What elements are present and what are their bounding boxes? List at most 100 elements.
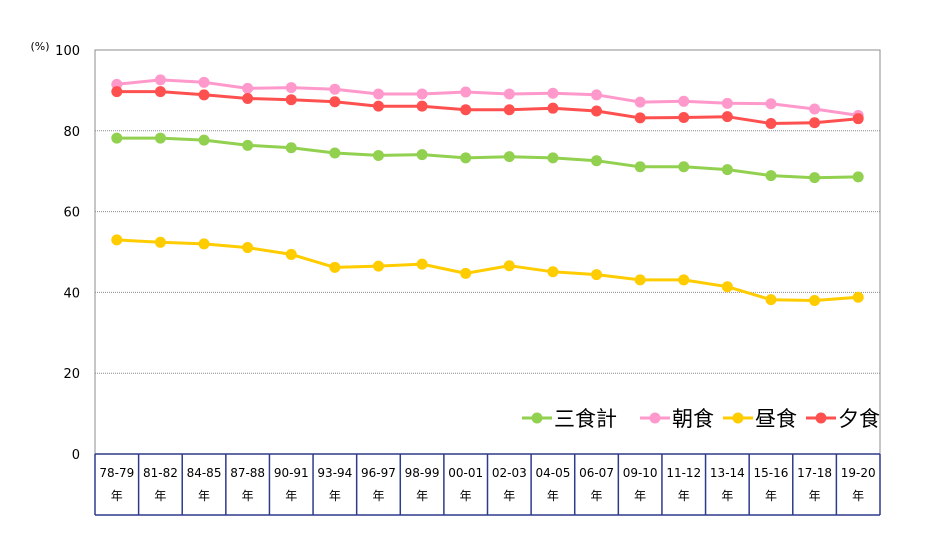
data-point	[460, 104, 472, 116]
data-point	[721, 111, 733, 123]
data-point	[111, 86, 123, 98]
x-tick-label-suffix: 年	[416, 489, 428, 503]
data-point	[111, 132, 123, 144]
x-tick-label: 13-14	[710, 466, 745, 480]
data-point	[591, 269, 603, 281]
legend-marker	[531, 412, 543, 424]
legend-marker	[815, 412, 827, 424]
data-point	[154, 132, 166, 144]
x-tick-label: 78-79	[99, 466, 134, 480]
data-point	[372, 88, 384, 100]
data-point	[809, 103, 821, 115]
data-point	[634, 96, 646, 108]
data-point	[460, 86, 472, 98]
data-point	[547, 87, 559, 99]
data-point	[634, 161, 646, 173]
data-point	[765, 294, 777, 306]
data-point	[416, 88, 428, 100]
y-axis-ticks: 0 20 40 60 80 100	[55, 44, 80, 463]
x-tick-label: 02-03	[492, 466, 527, 480]
data-point	[721, 164, 733, 176]
data-point	[372, 100, 384, 112]
data-point	[242, 92, 254, 104]
data-point	[198, 89, 210, 101]
x-tick-label-suffix: 年	[634, 489, 646, 503]
x-tick-label-suffix: 年	[765, 489, 777, 503]
y-tick-label: 80	[63, 125, 80, 140]
series-line	[116, 78, 859, 117]
data-point	[242, 82, 254, 94]
data-point	[852, 171, 864, 183]
legend-label: 夕食	[838, 407, 880, 431]
legend-label: 三食計	[554, 407, 617, 431]
series-3	[111, 234, 864, 306]
data-point	[198, 134, 210, 146]
data-point	[154, 236, 166, 248]
x-tick-label: 90-91	[274, 466, 309, 480]
y-tick-label: 40	[63, 286, 80, 301]
data-point	[547, 102, 559, 114]
data-point	[416, 149, 428, 161]
x-tick-label-suffix: 年	[852, 489, 864, 503]
x-tick-label: 09-10	[623, 466, 658, 480]
x-tick-label: 84-85	[187, 466, 222, 480]
data-point	[678, 161, 690, 173]
legend-item: 三食計	[522, 407, 617, 431]
data-point	[809, 172, 821, 184]
series-4	[111, 86, 864, 130]
data-point	[285, 142, 297, 154]
data-series	[111, 74, 864, 306]
x-axis-category-table: 78-79 年 81-82 年 84-85 年 87-88 年 90-91 年 93-94 年 96-9…	[94, 453, 881, 516]
x-tick-label: 06-07	[579, 466, 614, 480]
data-point	[329, 83, 341, 95]
legend-label: 昼食	[755, 407, 797, 431]
y-axis-unit-label: (%)	[30, 40, 49, 53]
x-tick-label-suffix: 年	[111, 489, 123, 503]
data-point	[198, 238, 210, 250]
data-point	[547, 266, 559, 278]
y-tick-label: 60	[63, 206, 80, 221]
x-tick-label-suffix: 年	[460, 489, 472, 503]
y-tick-label: 100	[55, 44, 80, 59]
data-point	[591, 105, 603, 117]
data-point	[329, 261, 341, 273]
x-tick-label-suffix: 年	[809, 489, 821, 503]
data-point	[503, 151, 515, 163]
y-tick-label: 20	[63, 367, 80, 382]
data-point	[634, 112, 646, 124]
legend-item: 夕食	[806, 407, 880, 431]
series-line	[116, 136, 859, 180]
y-tick-label: 0	[72, 448, 80, 463]
data-point	[460, 267, 472, 279]
data-point	[765, 118, 777, 130]
x-tick-label: 96-97	[361, 466, 396, 480]
data-point	[809, 117, 821, 129]
series-1	[111, 132, 864, 184]
data-point	[285, 82, 297, 94]
data-point	[329, 147, 341, 159]
series-line	[116, 238, 859, 302]
x-tick-label: 11-12	[666, 466, 701, 480]
x-tick-label-suffix: 年	[198, 489, 210, 503]
legend: 三食計 朝食 昼食 夕食	[522, 407, 880, 431]
x-tick-label-suffix: 年	[285, 489, 297, 503]
x-tick-label: 19-20	[841, 466, 876, 480]
x-tick-label: 87-88	[230, 466, 265, 480]
data-point	[416, 258, 428, 270]
x-tick-label-suffix: 年	[329, 489, 341, 503]
data-point	[154, 86, 166, 98]
x-tick-label-suffix: 年	[372, 489, 384, 503]
data-point	[721, 281, 733, 293]
x-tick-label-suffix: 年	[242, 489, 254, 503]
data-point	[503, 260, 515, 272]
data-point	[547, 152, 559, 164]
data-point	[372, 260, 384, 272]
legend-label: 朝食	[672, 407, 714, 431]
x-tick-label: 15-16	[754, 466, 789, 480]
data-point	[285, 94, 297, 106]
data-point	[852, 113, 864, 125]
data-point	[329, 96, 341, 108]
data-point	[678, 111, 690, 123]
data-point	[154, 74, 166, 86]
